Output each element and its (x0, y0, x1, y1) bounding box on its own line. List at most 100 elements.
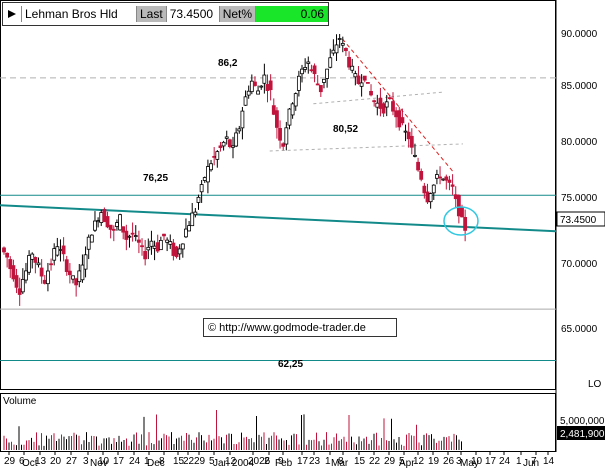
price-tick-90: 90.0000 (561, 29, 598, 40)
candle-body (39, 267, 44, 277)
copyright-watermark[interactable]: © http://www.godmode-trader.de (203, 318, 397, 337)
candle-body (5, 252, 10, 258)
candle-body (413, 154, 417, 157)
candle-body (428, 193, 433, 203)
candle-body (136, 239, 141, 243)
candle-body (303, 67, 308, 70)
trendline-downtrend-resistance (342, 38, 453, 172)
highlight-circle (443, 206, 479, 236)
candle-body (456, 195, 461, 217)
month-label: Nov (90, 458, 108, 468)
candle-body (193, 211, 198, 216)
candle-body (11, 265, 16, 280)
candle-body (397, 110, 402, 128)
candle-body (149, 240, 154, 247)
candle-body (80, 264, 85, 281)
candle-body (234, 132, 239, 147)
candle-body (174, 246, 179, 257)
candle-body (20, 279, 25, 293)
date-tick-label: 13 (35, 456, 47, 467)
expand-arrow-icon[interactable] (3, 6, 22, 22)
candle-body (447, 179, 452, 183)
price-tick-80: 80.0000 (561, 137, 598, 148)
candle-body (49, 263, 53, 266)
candle-body (180, 243, 185, 250)
candle-body (293, 93, 298, 107)
candle-body (130, 232, 135, 235)
month-label: Apr (399, 458, 415, 468)
candle-body (165, 239, 170, 243)
candle-body (199, 184, 204, 193)
date-tick-label: 1 (144, 456, 150, 467)
date-tick-label: 5 (399, 456, 405, 467)
candle-body (246, 90, 251, 96)
volume-tick-5m: 5,000,000 (560, 416, 605, 427)
date-tick-label: 10 (98, 456, 110, 467)
month-label: Jun (523, 458, 539, 468)
candle-body (71, 275, 75, 280)
date-tick-label: 29 (194, 456, 206, 467)
quote-header: Lehman Bros Hld Last 73.4500 Net% 0.06 (2, 2, 330, 26)
net-percent-value: 0.06 (256, 6, 329, 22)
candle-body (67, 270, 72, 276)
net-percent-label: Net% (219, 6, 257, 22)
candle-body (158, 240, 163, 251)
candle-body (340, 43, 345, 46)
candle-body (275, 110, 279, 128)
candle-body (296, 75, 301, 91)
candle-body (27, 255, 31, 273)
date-tick-label: 20 (50, 456, 62, 467)
candle-body (162, 233, 166, 237)
candle-body (441, 178, 446, 181)
candle-body (146, 246, 151, 251)
candle-body (2, 247, 6, 253)
candle-body (400, 117, 405, 124)
candle-body (337, 38, 342, 40)
date-tick-label: 23 (309, 456, 321, 467)
candle-body (8, 259, 13, 270)
candle-body (171, 242, 176, 256)
date-tick-label: 9 (278, 456, 284, 467)
candle-body (152, 245, 157, 249)
candle-body (372, 100, 377, 103)
candle-body (409, 135, 414, 148)
date-tick-label: 17 (297, 456, 309, 467)
date-tick-label: 22 (183, 456, 195, 467)
candle-body (231, 145, 235, 148)
date-tick-label: 14 (543, 456, 555, 467)
price-tick-65: 65.0000 (561, 324, 598, 335)
candle-body (268, 80, 273, 91)
candle-body (55, 246, 60, 256)
candle-body (140, 245, 144, 248)
date-tick-label: 2 (264, 456, 270, 467)
candle-body (243, 96, 248, 106)
candle-body (237, 128, 242, 132)
candle-body (394, 110, 399, 118)
candle-body (435, 174, 439, 179)
candle-body (290, 103, 295, 116)
candle-body (212, 155, 217, 158)
trendline-dashed-upper (313, 91, 445, 105)
candle-body (350, 65, 355, 71)
date-tick-label: 15 (173, 456, 185, 467)
price-tick-85: 85.0000 (561, 81, 598, 92)
candle-body (356, 75, 361, 84)
candle-body (312, 65, 317, 75)
date-tick-label: 3 (83, 456, 89, 467)
candle-body (196, 196, 201, 203)
candle-body (309, 69, 314, 72)
month-label: Dec (147, 458, 165, 468)
candle-body (278, 128, 282, 141)
candle-body (202, 177, 207, 181)
candle-body (391, 101, 395, 112)
price-tick-70: 70.0000 (561, 259, 598, 270)
candle-body (300, 68, 304, 75)
level-label-62: 62,25 (278, 359, 303, 370)
candle-body (387, 97, 392, 100)
date-tick-label: 27 (66, 456, 78, 467)
date-tick-label: 24 (129, 456, 141, 467)
symbol-name: Lehman Bros Hld (22, 6, 137, 22)
candle-body (287, 108, 292, 126)
date-tick-label: 26 (443, 456, 455, 467)
